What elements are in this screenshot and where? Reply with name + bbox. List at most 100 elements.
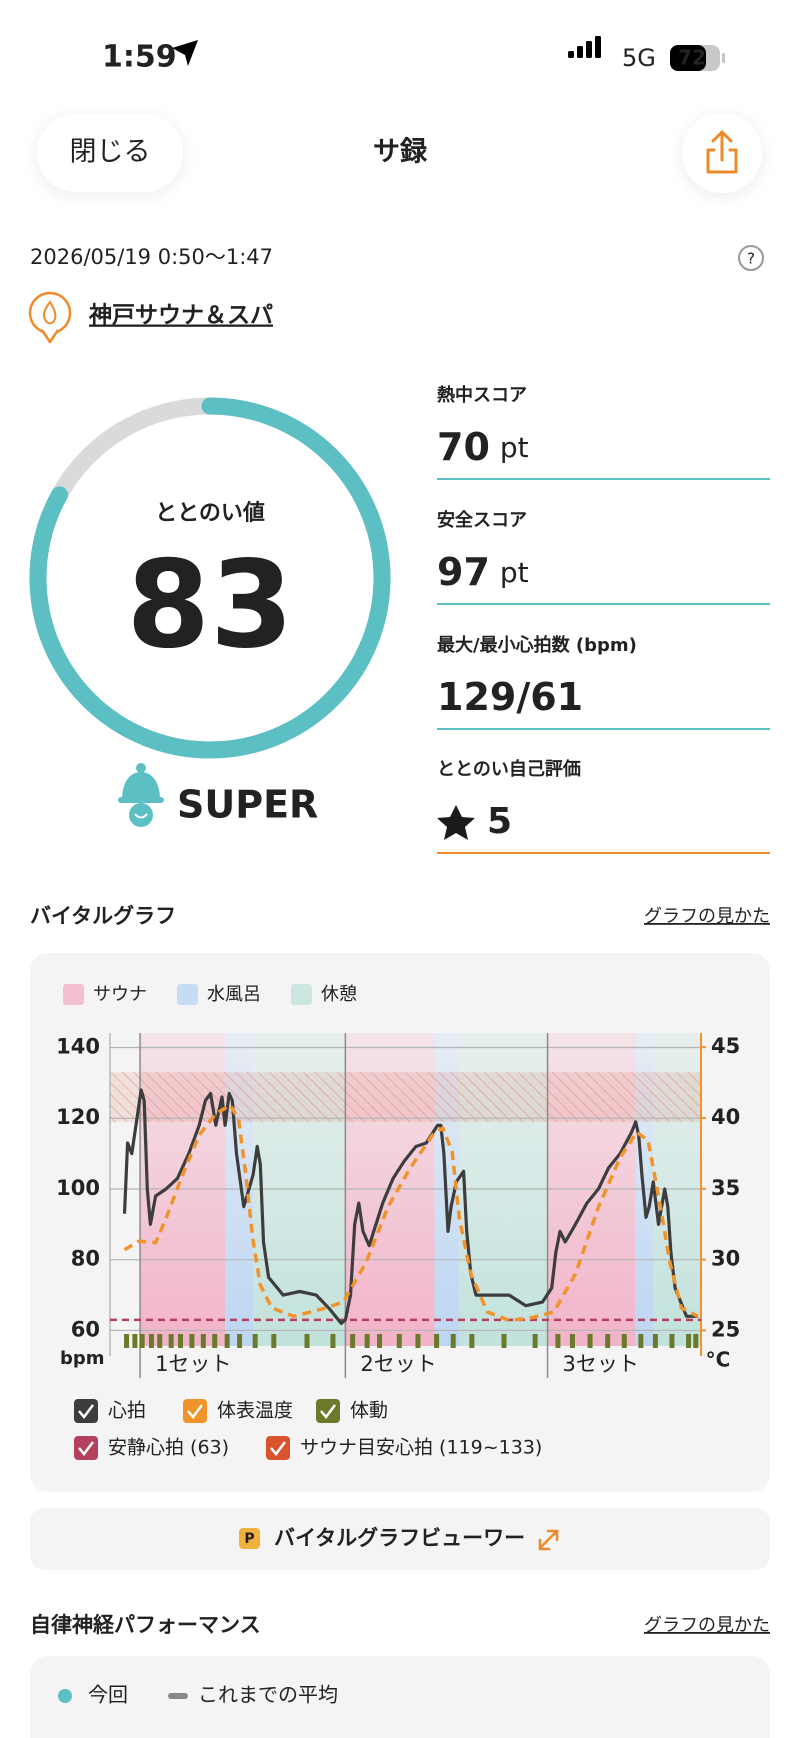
help-icon[interactable] <box>738 245 764 271</box>
target-hatch <box>110 1072 701 1122</box>
stat-value: 129/61 <box>437 675 583 719</box>
legend-label: 体表温度 <box>217 1400 293 1422</box>
legend-checkbox[interactable] <box>183 1399 207 1423</box>
legend-label: サウナ目安心拍 (119~133) <box>300 1437 542 1459</box>
heart-rate-line <box>122 1088 698 1325</box>
motion-tick <box>200 1334 206 1348</box>
zone-legend-swatch <box>177 984 198 1005</box>
motion-tick <box>555 1334 561 1348</box>
motion-tick <box>139 1334 145 1348</box>
facility-pin <box>40 329 60 344</box>
share-icon <box>706 130 738 174</box>
motion-tick <box>350 1334 356 1348</box>
stat-value-line: 129/61 <box>437 675 583 719</box>
motion-tick <box>501 1334 507 1348</box>
legend-checkbox[interactable] <box>266 1436 290 1460</box>
set-label: 2セット <box>360 1352 436 1376</box>
screen-title: サ録 <box>373 137 428 168</box>
legend-label: 心拍 <box>108 1400 146 1422</box>
y2-tick-label: 25 <box>711 1317 740 1341</box>
motion-tick <box>669 1334 675 1348</box>
stat-label: 安全スコア <box>437 509 527 531</box>
help-mark: ? <box>747 250 755 268</box>
motion-tick <box>124 1334 130 1348</box>
battery-text: 72 <box>678 46 706 70</box>
y-tick-label: 140 <box>56 1035 100 1059</box>
motion-tick <box>157 1334 163 1348</box>
y-tick-label: 60 <box>71 1317 100 1341</box>
rank-icon-smile <box>134 813 148 819</box>
signal-bar <box>577 46 583 58</box>
status-time: 1:59 <box>102 40 177 75</box>
legend-check <box>270 1441 286 1457</box>
motion-tick <box>212 1334 218 1348</box>
motion-tick <box>638 1334 644 1348</box>
battery-level <box>670 45 706 71</box>
legend-dot-current <box>58 1689 72 1703</box>
autonomic-card <box>30 1656 770 1738</box>
legend-label: 今回 <box>88 1683 128 1707</box>
gauge-label: ととのい値 <box>155 501 265 526</box>
expand-icon <box>538 1529 559 1551</box>
session-datetime: 2026/05/19 0:50〜1:47 <box>30 245 273 269</box>
motion-tick <box>132 1334 138 1348</box>
motion-tick <box>434 1334 440 1348</box>
facility-name: 神戸サウナ＆スパ <box>88 303 273 329</box>
gauge-number: 83 <box>127 537 294 676</box>
signal-bar <box>586 41 592 58</box>
legend-check <box>187 1404 203 1420</box>
legend-label: 安静心拍 (63) <box>108 1437 229 1459</box>
motion-tick <box>189 1334 195 1348</box>
y2-tick-label: 30 <box>711 1247 740 1271</box>
motion-tick <box>178 1334 184 1348</box>
section-link: グラフの見かた <box>644 1615 770 1636</box>
motion-tick <box>364 1334 370 1348</box>
motion-tick <box>224 1334 230 1348</box>
motion-tick <box>686 1334 692 1348</box>
y-tick-label: 120 <box>56 1105 100 1129</box>
legend-check <box>78 1441 94 1457</box>
viewer-p-icon <box>239 1528 260 1549</box>
rank-icon-face <box>129 803 153 827</box>
motion-tick <box>652 1334 658 1348</box>
facility-flame <box>42 300 57 325</box>
viewer-label: バイタルグラフビューワー <box>274 1526 525 1550</box>
motion-tick <box>330 1334 336 1348</box>
stat-label: ととのい自己評価 <box>437 758 581 780</box>
legend-dash-average <box>168 1693 188 1699</box>
legend-checkbox[interactable] <box>316 1399 340 1423</box>
stat-label: 熱中スコア <box>437 384 527 406</box>
viewer-button[interactable] <box>30 1508 770 1570</box>
motion-tick <box>569 1334 575 1348</box>
legend-check <box>320 1404 336 1420</box>
zone-legend-label: サウナ <box>93 984 147 1005</box>
motion-tick <box>532 1334 538 1348</box>
zone-legend-label: 水風呂 <box>207 984 261 1005</box>
motion-tick <box>587 1334 593 1348</box>
legend-checkbox[interactable] <box>74 1436 98 1460</box>
facility-icon <box>28 291 72 335</box>
location-arrow <box>172 40 198 66</box>
legend-check <box>78 1404 94 1420</box>
stat-value: 97 <box>437 550 490 594</box>
signal-bar <box>568 51 574 58</box>
motion-tick <box>693 1334 699 1348</box>
motion-tick <box>237 1334 243 1348</box>
section-title: 自律神経パフォーマンス <box>30 1613 261 1637</box>
set-label: 1セット <box>155 1352 231 1376</box>
motion-tick <box>304 1334 310 1348</box>
rank-icon-top <box>136 763 146 773</box>
y2-tick-label: 45 <box>711 1034 740 1058</box>
stat-unit: pt <box>500 556 529 589</box>
y-axis-label: bpm <box>60 1348 105 1369</box>
motion-tick <box>415 1334 421 1348</box>
close-button[interactable] <box>37 114 183 192</box>
legend-checkbox[interactable] <box>74 1399 98 1423</box>
y-tick-label: 80 <box>71 1247 100 1271</box>
motion-tick <box>469 1334 475 1348</box>
viewer-p-mark: P <box>244 1531 254 1547</box>
stat-unit: pt <box>500 431 529 464</box>
network: 5G <box>622 44 656 72</box>
